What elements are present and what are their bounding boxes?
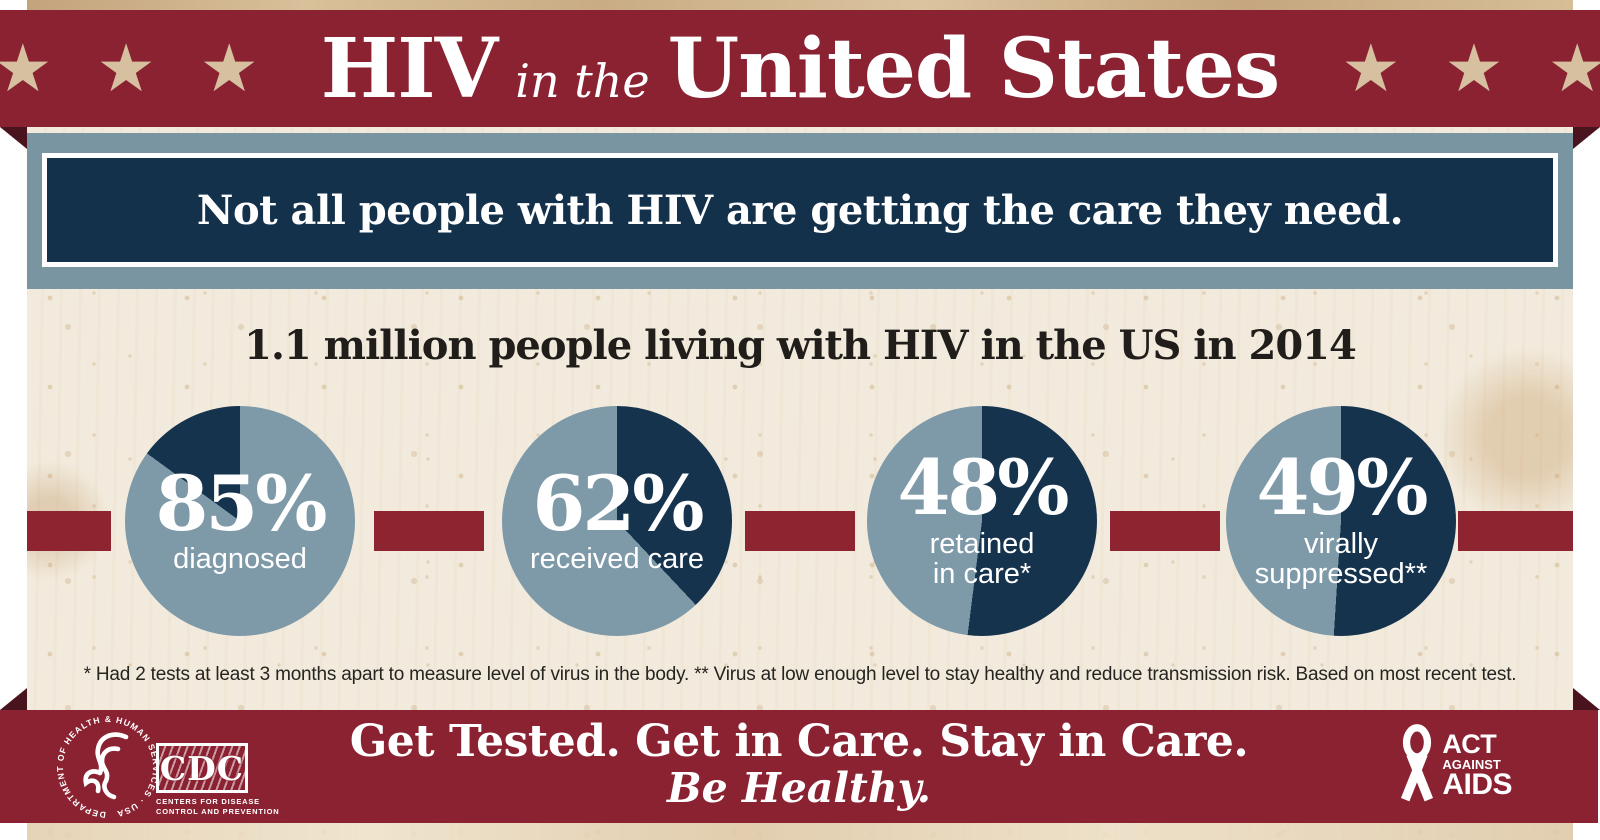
- ribbon-fold-top-right: [1573, 127, 1600, 149]
- pie-label-line: in care*: [932, 558, 1032, 591]
- pie-value: 49%: [1256, 443, 1429, 533]
- pie-label: diagnosed: [173, 542, 307, 575]
- ribbon-fold-bottom-right: [1573, 688, 1600, 710]
- pie-value: 85%: [155, 458, 328, 548]
- cdc-acronym: CDC: [159, 748, 245, 788]
- pie-chart-retained-in-care: 48% retained in care*: [867, 406, 1097, 636]
- awareness-ribbon-icon: [1401, 724, 1434, 802]
- title-united-states: United States: [667, 20, 1281, 117]
- star-icon: [96, 36, 155, 102]
- title-in-the: in the: [515, 53, 650, 108]
- aaa-line1: ACT: [1442, 729, 1497, 760]
- pie-label-line: virally: [1303, 527, 1379, 560]
- connector-bar: [745, 511, 855, 551]
- cdc-name-line2: CONTROL AND PREVENTION: [156, 807, 280, 817]
- act-against-aids-logo: ACT AGAINST AIDS: [1397, 723, 1512, 809]
- title-banner: HIV in the United States: [0, 10, 1600, 127]
- cta-line1: Get Tested. Get in Care. Stay in Care.: [349, 716, 1249, 767]
- star-icon: [1341, 36, 1400, 102]
- chart-title: 1.1 million people living with HIV in th…: [244, 322, 1357, 369]
- title-hiv: HIV: [320, 20, 498, 117]
- pie-label-line: diagnosed: [173, 542, 307, 575]
- connector-bar: [1110, 511, 1220, 551]
- ribbon-fold-bottom-left: [0, 688, 27, 710]
- ribbon-fold-top-left: [0, 127, 27, 149]
- callout-box: Not all people with HIV are getting the …: [42, 153, 1558, 267]
- hhs-eagle-icon: [83, 732, 129, 800]
- footer-banner: DEPARTMENT OF HEALTH & HUMAN SERVICES · …: [0, 710, 1598, 823]
- call-to-action: Get Tested. Get in Care. Stay in Care. B…: [0, 716, 1598, 813]
- aaa-line2: AGAINST: [1442, 756, 1501, 772]
- pie-label: virally suppressed**: [1254, 527, 1428, 591]
- aaa-text: ACT AGAINST AIDS: [1442, 729, 1512, 802]
- parchment-bottom-edge: [27, 823, 1573, 840]
- pie-value: 48%: [897, 443, 1070, 533]
- pie-label: retained in care*: [929, 527, 1035, 591]
- pie-chart-received-care: 62% received care: [502, 406, 732, 636]
- pie-value: 62%: [532, 458, 705, 548]
- footnote: * Had 2 tests at least 3 months apart to…: [83, 664, 1517, 685]
- parchment-top-edge: [27, 0, 1573, 10]
- hhs-logo: DEPARTMENT OF HEALTH & HUMAN SERVICES · …: [56, 715, 160, 819]
- page-title: HIV in the United States: [320, 20, 1281, 117]
- star-icon: [200, 36, 259, 102]
- star-icon: [1444, 36, 1503, 102]
- star-icon: [1548, 36, 1600, 102]
- pie-label-line: received care: [529, 542, 705, 575]
- pie-chart-virally-suppressed: 49% virally suppressed**: [1226, 406, 1456, 636]
- callout-message: Not all people with HIV are getting the …: [196, 186, 1404, 234]
- stars-right: [1341, 36, 1600, 102]
- stars-left: [0, 36, 259, 102]
- cta-line2: Be Healthy.: [666, 764, 932, 813]
- cdc-name: CENTERS FOR DISEASE CONTROL AND PREVENTI…: [156, 797, 280, 817]
- callout-band: Not all people with HIV are getting the …: [27, 133, 1573, 289]
- connector-bar: [27, 511, 111, 551]
- pie-label-line: retained: [929, 527, 1035, 560]
- pie-label: received care: [529, 542, 705, 575]
- star-icon: [0, 36, 52, 102]
- cdc-name-line1: CENTERS FOR DISEASE: [156, 797, 260, 806]
- aaa-line3: AIDS: [1442, 768, 1512, 802]
- connector-bar: [374, 511, 484, 551]
- pie-chart-diagnosed: 85% diagnosed: [125, 406, 355, 636]
- pie-label-line: suppressed**: [1254, 558, 1428, 591]
- connector-bar: [1458, 511, 1573, 551]
- cdc-logo: CDC CENTERS FOR DISEASE CONTROL AND PREV…: [156, 743, 280, 817]
- cdc-box: CDC: [156, 743, 248, 793]
